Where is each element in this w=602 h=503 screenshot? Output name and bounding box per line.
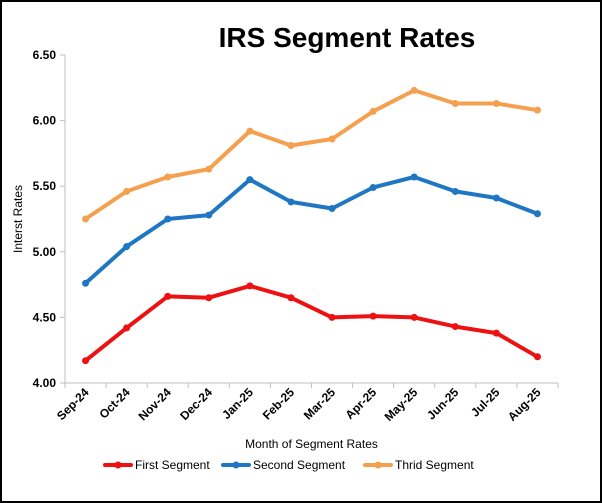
series-1-point	[287, 294, 295, 302]
x-tick-label: Mar-25	[301, 385, 338, 422]
series-2-point	[451, 187, 459, 195]
series-2-point	[205, 211, 213, 219]
series-line-3	[83, 88, 540, 221]
x-tick-label: Dec-24	[177, 385, 215, 423]
legend-marker-3	[374, 461, 382, 469]
series-layer	[82, 86, 541, 365]
y-axis-ticks: 4.00 4.50 5.00 5.50 6.00 6.50	[33, 48, 65, 390]
series-2-point	[164, 215, 172, 223]
series-3-point	[410, 86, 418, 94]
legend-marker-2	[232, 461, 240, 469]
x-tick-label: Feb-25	[260, 385, 297, 422]
series-3-point	[82, 215, 90, 223]
series-1-point	[164, 292, 172, 300]
legend-marker-1	[114, 461, 122, 469]
series-3-point	[164, 173, 172, 181]
legend-label-1: First Segment	[135, 458, 210, 472]
series-2-point	[369, 184, 377, 192]
series-1-point	[82, 357, 90, 365]
series-2-point	[123, 243, 131, 251]
series-1-point	[123, 324, 131, 332]
series-3-point	[205, 165, 213, 173]
legend: First Segment Second Segment Thrid Segment	[103, 458, 474, 472]
series-3-point	[287, 142, 295, 150]
series-1-point	[492, 329, 500, 337]
x-tick-label: Apr-25	[342, 385, 379, 422]
series-3-point	[246, 127, 254, 135]
series-1-point	[533, 353, 541, 361]
x-tick-label: Oct-24	[96, 385, 133, 422]
legend-label-2: Second Segment	[253, 458, 346, 472]
x-axis-title: Month of Segment Rates	[245, 437, 378, 451]
series-2-point	[410, 173, 418, 181]
y-tick-label: 5.00	[33, 245, 57, 259]
series-1-point	[451, 323, 459, 331]
x-tick-label: Jan-25	[219, 385, 256, 422]
series-1-point	[246, 282, 254, 290]
series-2-point	[533, 210, 541, 218]
series-3-point	[369, 107, 377, 115]
y-tick-label: 6.00	[33, 114, 57, 128]
series-2-point	[246, 176, 254, 184]
series-2-point	[328, 205, 336, 213]
y-tick-label: 6.50	[33, 48, 57, 62]
x-axis-ticks: Sep-24 Oct-24 Nov-24 Dec-24 Jan-25 Feb-25 Mar-…	[54, 383, 559, 424]
y-tick-label: 4.50	[33, 310, 57, 324]
series-1-point	[369, 312, 377, 320]
series-1-point	[205, 294, 213, 302]
chart-title: IRS Segment Rates	[219, 22, 476, 53]
series-3-point	[123, 187, 131, 195]
series-line-2	[83, 175, 540, 286]
y-tick-label: 4.00	[33, 376, 57, 390]
series-2-point	[82, 279, 90, 287]
y-axis-title: Interst Rates	[11, 185, 25, 253]
series-2-point	[492, 194, 500, 202]
series-3-point	[492, 100, 500, 108]
x-tick-label: Nov-24	[136, 385, 174, 423]
legend-label-3: Thrid Segment	[395, 458, 474, 472]
series-3-point	[451, 100, 459, 108]
series-2-point	[287, 198, 295, 206]
x-tick-label: Jul-25	[468, 385, 503, 420]
series-line-1	[83, 283, 540, 363]
series-3-point	[533, 106, 541, 114]
series-1-point	[410, 313, 418, 321]
series-3-point	[328, 135, 336, 143]
y-tick-label: 5.50	[33, 179, 57, 193]
x-tick-label: Aug-25	[505, 385, 544, 424]
x-tick-label: May-25	[382, 385, 421, 424]
series-1-point	[328, 313, 336, 321]
x-tick-label: Jun-25	[424, 385, 461, 422]
x-tick-label: Sep-24	[54, 385, 92, 423]
